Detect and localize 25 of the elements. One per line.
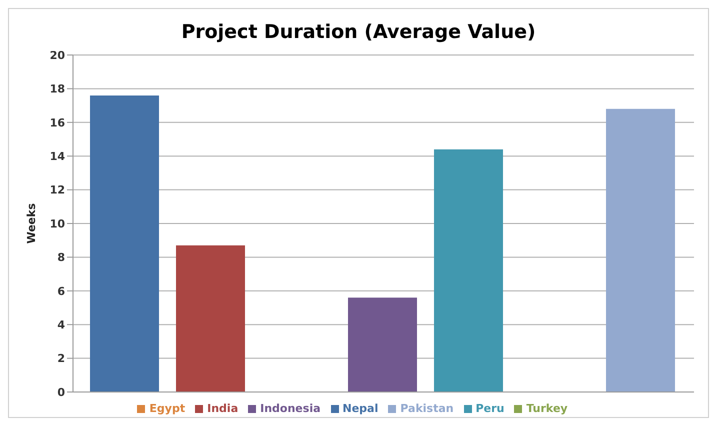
y-tick-label: 16 (50, 116, 66, 130)
y-tick-label: 0 (57, 386, 66, 399)
y-tick-label: 4 (57, 318, 66, 332)
legend-label: Egypt (149, 402, 186, 415)
y-axis-title: Weeks (24, 202, 38, 244)
y-tick-label: 14 (50, 150, 66, 164)
legend-label: India (207, 402, 238, 415)
y-tick-label: 10 (50, 217, 66, 230)
legend-label: Nepal (342, 402, 378, 415)
chart-title: Project Duration (Average Value) (181, 21, 536, 43)
y-tick-label: 20 (50, 48, 66, 62)
bar (434, 149, 503, 392)
y-tick-label: 8 (57, 251, 65, 264)
legend-label: Turkey (526, 402, 568, 415)
y-tick-label: 6 (57, 284, 66, 298)
y-tick-label: 12 (50, 184, 65, 197)
bar (348, 298, 417, 392)
bar (606, 108, 675, 392)
y-tick-label: 18 (50, 82, 65, 96)
legend-label: Pakistan (400, 402, 454, 415)
bar (90, 95, 159, 392)
legend-label: Indonesia (260, 402, 321, 415)
legend-label: Peru (476, 402, 504, 415)
bar (176, 245, 245, 392)
y-tick-label: 2 (57, 352, 65, 366)
